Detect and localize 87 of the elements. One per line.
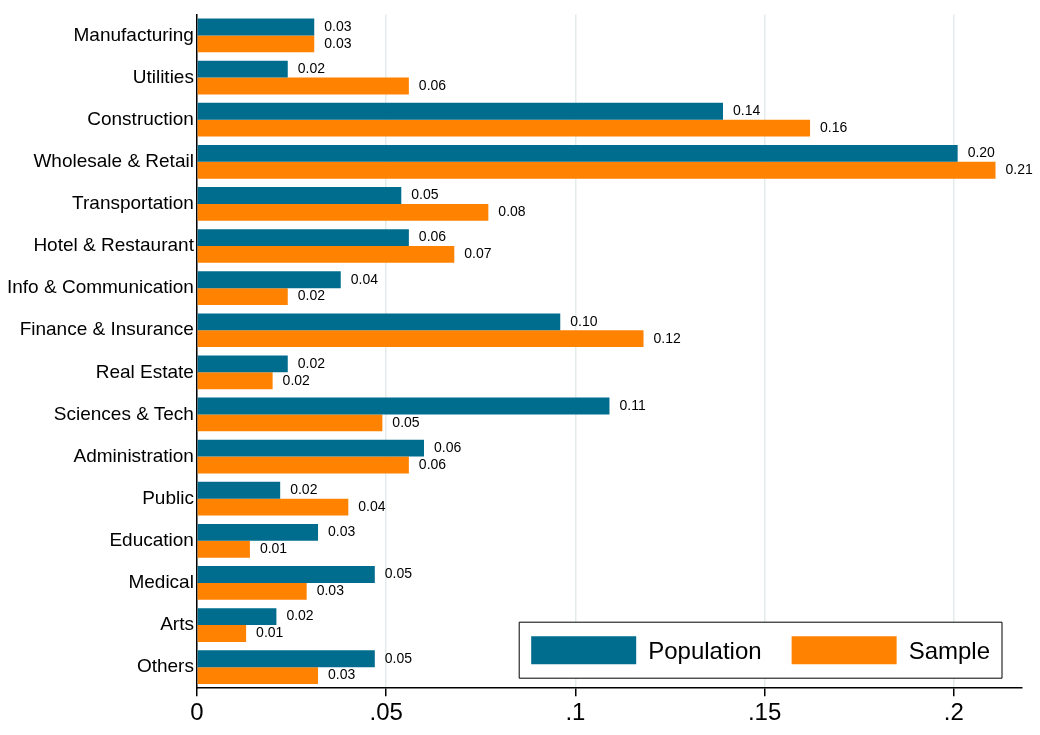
y-tick-label: Real Estate	[95, 360, 194, 382]
bar	[197, 288, 288, 305]
data-label: 0.02	[282, 371, 311, 388]
data-label: 0.06	[434, 439, 462, 456]
y-tick-label: Administration	[73, 444, 194, 466]
x-tick-label: .15	[747, 698, 782, 726]
x-tick-label: .1	[565, 698, 586, 726]
bar	[197, 608, 277, 626]
data-label: 0.03	[316, 582, 345, 599]
bar	[197, 523, 319, 541]
data-label: 0.04	[350, 270, 379, 287]
bar	[197, 313, 561, 331]
bar	[197, 246, 455, 263]
bar	[197, 203, 489, 221]
bar	[197, 77, 409, 95]
bar	[197, 271, 341, 289]
data-label: 0.03	[328, 523, 356, 540]
bar	[197, 625, 247, 642]
bar	[197, 372, 273, 390]
bar	[197, 229, 409, 247]
data-label: 0.05	[384, 565, 413, 582]
data-label: 0.03	[324, 34, 352, 51]
data-label: 0.14	[733, 102, 761, 119]
data-label: 0.12	[653, 329, 681, 346]
data-label: 0.05	[411, 186, 439, 203]
data-label: 0.20	[967, 144, 996, 161]
bar	[197, 650, 375, 668]
bar	[197, 119, 811, 137]
bar	[197, 456, 409, 474]
bar	[197, 330, 644, 348]
bar	[197, 18, 315, 36]
y-tick-label: Manufacturing	[73, 23, 194, 45]
bar	[197, 667, 319, 684]
bar	[197, 161, 996, 179]
data-label: 0.02	[290, 481, 318, 498]
data-label: 0.03	[324, 17, 352, 34]
data-label: 0.02	[297, 60, 326, 77]
y-tick-label: Education	[109, 529, 194, 551]
y-tick-label: Transportation	[72, 192, 194, 214]
bar	[197, 439, 425, 457]
data-label: 0.06	[418, 228, 447, 245]
data-label: 0.02	[297, 354, 326, 371]
y-tick-label: Info & Communication	[7, 276, 194, 298]
y-tick-label: Hotel & Restaurant	[33, 234, 195, 256]
bar	[197, 144, 958, 162]
y-tick-label: Medical	[128, 571, 194, 593]
bar	[197, 187, 402, 204]
x-tick-label: 0	[190, 698, 204, 726]
data-label: 0.02	[297, 287, 326, 304]
y-tick-label: Construction	[87, 107, 194, 129]
bar	[197, 498, 349, 516]
bar	[197, 481, 281, 499]
data-label: 0.11	[619, 396, 646, 413]
data-label: 0.05	[384, 649, 413, 666]
data-label: 0.06	[418, 455, 447, 472]
data-label: 0.21	[1005, 161, 1033, 178]
bar	[197, 540, 250, 558]
y-tick-label: Utilities	[132, 65, 194, 87]
x-tick-label: .05	[369, 698, 403, 726]
bar	[197, 355, 288, 373]
data-label: 0.04	[358, 497, 386, 514]
y-tick-label: Arts	[160, 613, 194, 635]
data-label: 0.01	[259, 540, 288, 557]
bar	[197, 35, 315, 53]
data-label: 0.01	[256, 624, 284, 641]
data-label: 0.03	[328, 666, 356, 683]
bar	[197, 397, 610, 415]
legend-label: Population	[648, 636, 762, 664]
x-tick-label: .2	[943, 698, 964, 726]
bar	[197, 60, 288, 78]
y-tick-label: Others	[136, 655, 194, 677]
bar	[197, 582, 307, 600]
y-tick-label: Wholesale & Retail	[33, 150, 194, 172]
y-tick-label: Sciences & Tech	[53, 402, 194, 424]
data-label: 0.06	[418, 76, 447, 93]
legend-label: Sample	[908, 636, 990, 664]
bar	[197, 566, 375, 583]
data-label: 0.16	[820, 118, 848, 135]
y-tick-label: Finance & Insurance	[19, 318, 194, 340]
data-label: 0.08	[498, 203, 526, 220]
data-label: 0.05	[392, 413, 420, 430]
data-label: 0.07	[464, 245, 492, 262]
data-label: 0.10	[570, 312, 598, 329]
bar	[197, 414, 383, 432]
data-label: 0.02	[286, 607, 314, 624]
bar	[197, 102, 723, 120]
y-tick-label: Public	[142, 486, 194, 508]
